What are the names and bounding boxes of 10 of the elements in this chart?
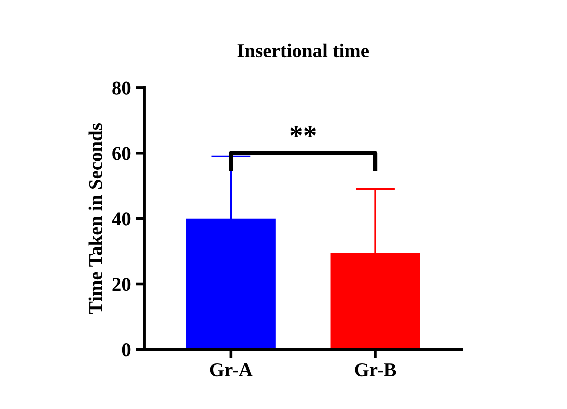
- x-tick-label: Gr-A: [210, 364, 253, 377]
- x-tick-label: Gr-B: [355, 364, 396, 377]
- y-tick-label: 60: [112, 147, 131, 160]
- annotation: **: [290, 126, 316, 137]
- y-tick-label: 40: [112, 212, 131, 226]
- y-axis-title: Time Taken in Seconds: [88, 124, 102, 314]
- y-tick-label: 0: [122, 344, 131, 357]
- chart-title: Insertional time: [238, 44, 369, 58]
- y-tick-label: 80: [112, 82, 131, 95]
- y-tick-label: 20: [112, 278, 131, 292]
